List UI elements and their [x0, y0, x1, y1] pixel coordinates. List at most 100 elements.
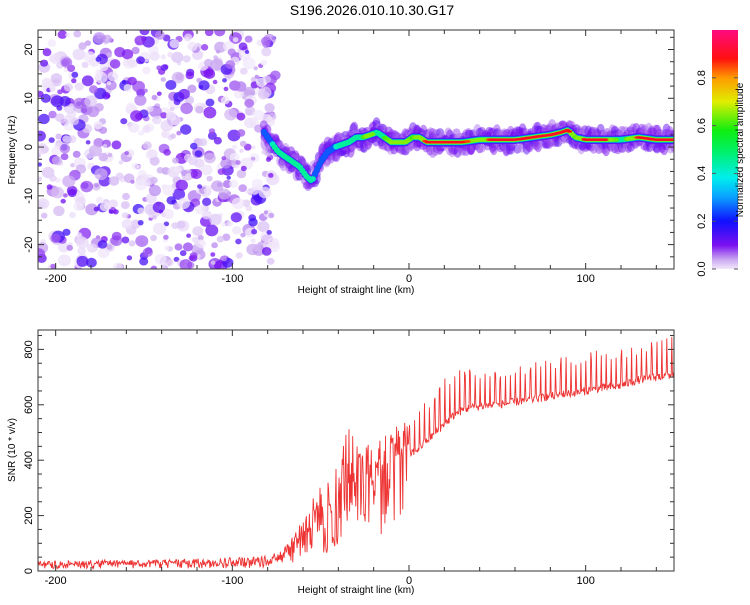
spectrogram-cell — [38, 153, 41, 158]
spectrogram-cell — [213, 136, 222, 145]
spectrogram-cell — [50, 233, 61, 243]
spectrogram-cell — [42, 48, 52, 57]
spectrogram-cell — [195, 204, 206, 215]
spectrogram-cell — [137, 220, 144, 226]
spectrogram-x-tick-label: 0 — [406, 273, 412, 285]
spectrogram-cell — [156, 91, 162, 96]
spectrogram-cell — [120, 118, 128, 125]
spectrogram-cell — [122, 192, 130, 201]
spectrogram-cell — [174, 243, 183, 251]
spectrogram-cell — [137, 207, 145, 215]
spectrogram-cell — [251, 229, 258, 235]
spectrogram-cell — [173, 98, 181, 106]
spectrogram-cell — [76, 236, 89, 249]
spectrogram-cell — [210, 58, 224, 71]
spectrogram-cell — [81, 61, 89, 68]
spectrogram-cell — [167, 51, 174, 58]
spectrogram-cell — [160, 212, 166, 218]
spectrogram-cell — [242, 199, 251, 207]
spectrogram-cell — [106, 244, 113, 250]
spectrogram-cell — [566, 130, 573, 133]
spectrogram-cell — [142, 247, 153, 257]
spectrogram-cell — [51, 186, 64, 199]
spectrogram-cell — [163, 234, 169, 240]
spectrogram-cell — [210, 260, 216, 265]
spectrogram-cell — [128, 122, 140, 133]
spectrogram-cell — [151, 115, 162, 125]
spectrogram-cell — [221, 222, 227, 227]
spectrogram-cell — [63, 114, 73, 124]
spectrogram-cell — [160, 120, 173, 132]
spectrogram-cell — [180, 124, 192, 135]
spectrogram-cell — [55, 133, 62, 140]
spectrogram-cell — [171, 222, 179, 230]
spectrogram-cell — [169, 39, 180, 49]
spectrogram-cell — [185, 173, 192, 179]
spectrogram-y-tick-label: 0 — [23, 144, 35, 150]
spectrogram-cell — [232, 144, 238, 150]
spectrogram-cell — [89, 85, 98, 94]
spectrogram-cell — [196, 239, 206, 248]
spectrogram-cell — [253, 66, 258, 71]
spectrogram-cell — [160, 112, 168, 119]
spectrogram-cell — [223, 86, 229, 92]
spectrogram-cell — [152, 222, 167, 235]
spectrogram-cell — [131, 46, 140, 55]
spectrogram-cell — [85, 140, 91, 145]
spectrogram-cell — [258, 186, 272, 199]
spectrogram-cell — [194, 30, 201, 33]
spectrogram-cell — [38, 143, 49, 155]
spectrogram-cell — [170, 133, 177, 139]
spectrogram-cell — [99, 62, 109, 72]
spectrogram-cell — [50, 73, 63, 84]
snr-y-tick-label: 600 — [23, 396, 35, 414]
spectrogram-cell — [124, 151, 129, 156]
spectrogram-cell — [172, 188, 186, 200]
spectrogram-cell — [171, 51, 184, 63]
spectrogram-cell — [70, 163, 75, 168]
spectrogram-cell — [160, 54, 166, 60]
spectrogram-cell — [48, 110, 57, 119]
spectrogram-cell — [49, 86, 56, 92]
spectrogram-cell — [222, 78, 227, 83]
spectrogram-cell — [63, 83, 73, 92]
spectrogram-cell — [85, 203, 99, 216]
spectrogram-cell — [108, 209, 114, 214]
spectrogram-cell — [138, 130, 145, 136]
spectrogram-cell — [155, 30, 165, 40]
spectrogram-cell — [238, 184, 247, 193]
spectrogram-cell — [217, 168, 225, 175]
spectrogram-cell — [261, 47, 272, 57]
spectrogram-cell — [86, 243, 98, 253]
spectrogram-cell — [200, 164, 213, 176]
spectrogram-cell — [250, 238, 256, 244]
colorbar-tick-label: 0.6 — [696, 118, 708, 133]
snr-x-label: Height of straight line (km) — [298, 585, 415, 596]
spectrogram-cell — [211, 242, 218, 249]
spectrogram-cell — [195, 105, 204, 114]
spectrogram-cell — [197, 184, 203, 189]
spectrogram-cell — [108, 176, 120, 186]
snr-y-tick-label: 0 — [23, 568, 35, 574]
spectrogram-cell — [226, 220, 234, 227]
spectrogram-cell — [244, 49, 250, 54]
spectrogram-cell — [47, 39, 57, 47]
spectrogram-cell — [179, 250, 187, 257]
spectrogram-cell — [45, 78, 51, 83]
spectrogram-cell — [40, 93, 51, 103]
spectrogram-cell — [252, 109, 265, 121]
spectrogram-cell — [121, 219, 133, 230]
spectrogram-cell — [142, 36, 155, 48]
spectrogram-cell — [177, 197, 190, 209]
spectrogram-cell — [151, 94, 158, 101]
spectrogram-cell — [142, 66, 151, 75]
spectrogram-cell — [231, 197, 245, 209]
spectrogram-cell — [80, 180, 94, 193]
spectrogram-cell — [171, 71, 185, 84]
spectrogram-cell — [128, 59, 138, 68]
spectrogram-cell — [107, 71, 119, 82]
spectrogram-cell — [232, 226, 242, 235]
colorbar-tick-label: 0.0 — [696, 261, 708, 276]
spectrogram-cell — [202, 197, 212, 206]
spectrogram-cell — [150, 176, 158, 184]
